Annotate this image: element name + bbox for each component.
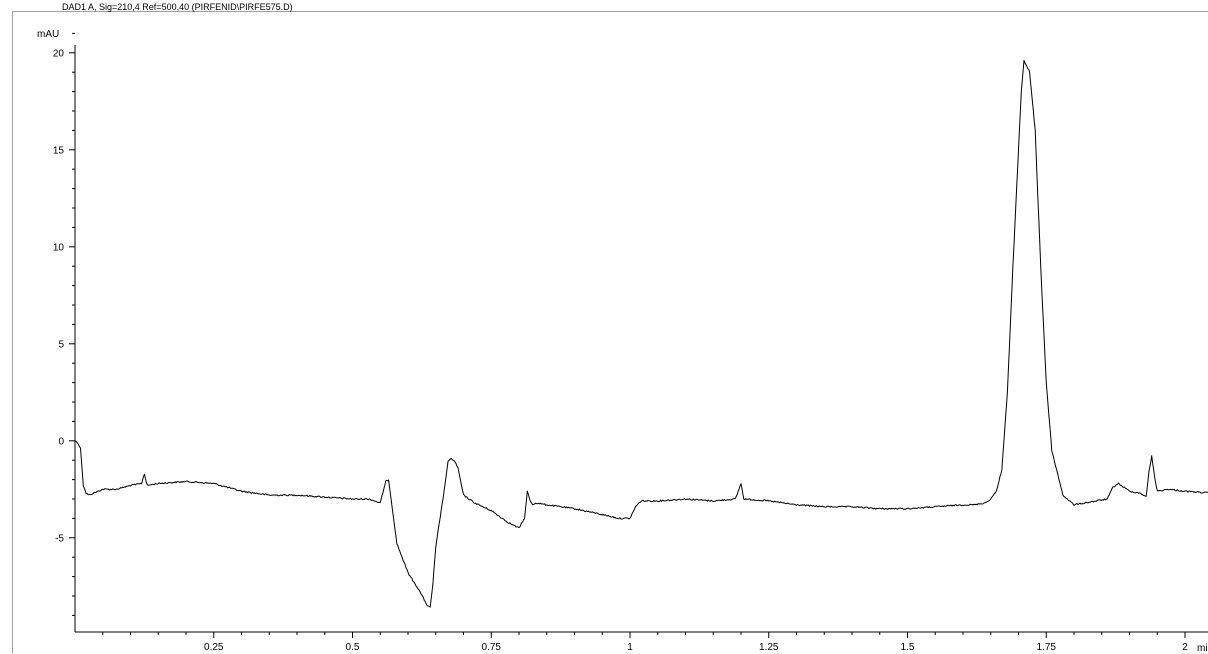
x-axis-unit-label: mi	[1197, 643, 1208, 654]
x-tick-label: 1.75	[1037, 642, 1057, 653]
y-axis-ticks: -5 0 5 10 15 20	[53, 32, 75, 616]
y-tick-label: 10	[53, 242, 65, 253]
x-tick-label: 1.25	[759, 642, 779, 653]
x-tick-label: 0.25	[204, 642, 224, 653]
y-tick-label: 0	[58, 436, 64, 447]
y-tick-label: 15	[53, 145, 65, 156]
x-tick-label: 0.5	[346, 642, 360, 653]
x-tick-label: 1	[627, 642, 633, 653]
chart-title: DAD1 A, Sig=210,4 Ref=500,40 (PIRFENID\P…	[62, 2, 293, 12]
y-tick-label: 20	[53, 48, 65, 59]
plot-frame-top	[12, 11, 1208, 12]
series-layer	[74, 59, 1208, 608]
x-axis-ticks: 0.25 0.5 0.75 1 1.25 1.5 1.75 2	[102, 632, 1188, 653]
y-axis-unit-label: mAU	[37, 29, 60, 40]
y-tick-label: -5	[55, 533, 64, 544]
x-tick-label: 1.5	[901, 642, 915, 653]
plot-frame-left	[12, 11, 13, 653]
x-tick-label: 2	[1182, 642, 1188, 653]
signal-trace-line	[74, 59, 1208, 608]
y-tick-label: 5	[58, 339, 64, 350]
x-tick-label: 0.75	[482, 642, 502, 653]
